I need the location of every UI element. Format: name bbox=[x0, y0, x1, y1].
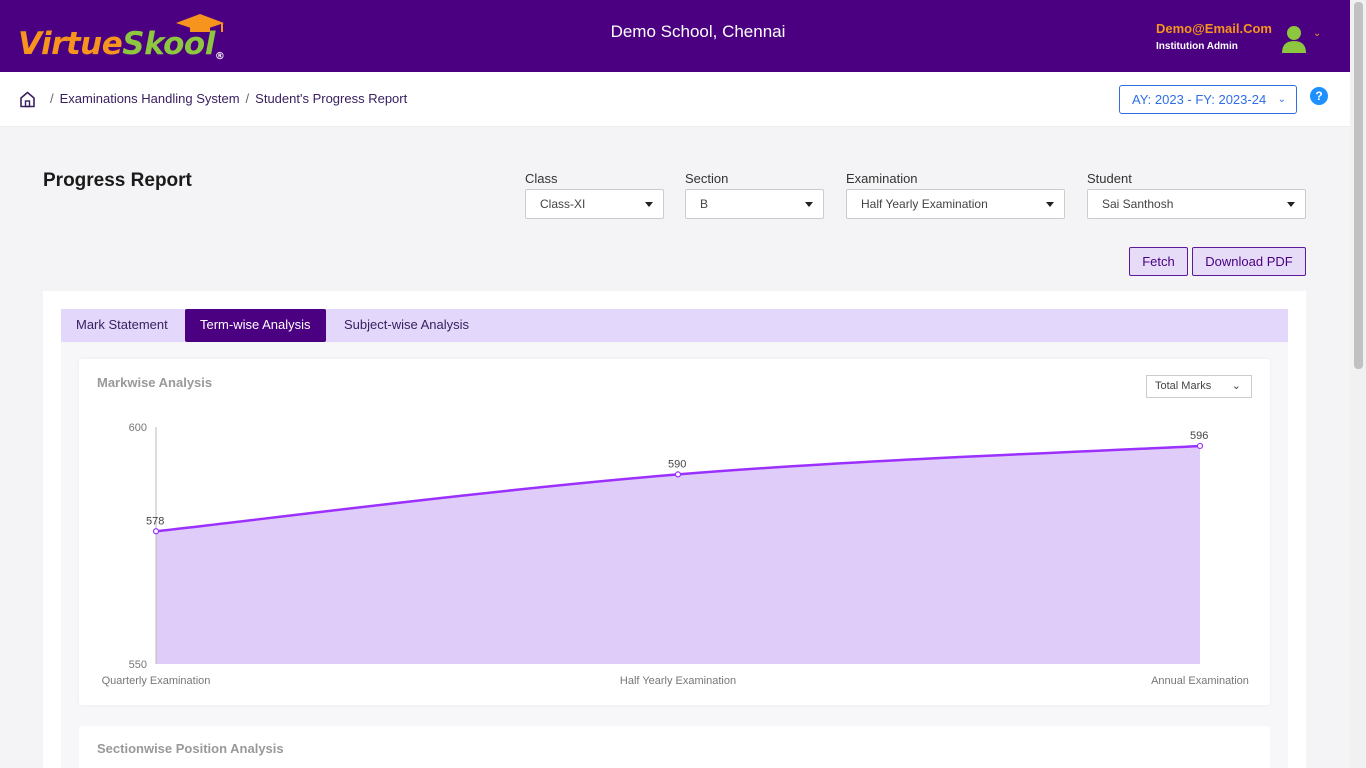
breadcrumb-separator: / bbox=[50, 91, 54, 106]
logo-text: VirtueSkool® bbox=[18, 26, 225, 62]
chevron-down-icon: ⌄ bbox=[1277, 94, 1286, 105]
data-label: 578 bbox=[146, 515, 164, 527]
exam-filter: Examination Half Yearly Examination bbox=[846, 171, 1065, 219]
x-tick-label: Half Yearly Examination bbox=[620, 675, 736, 687]
dropdown-triangle-icon bbox=[645, 202, 653, 207]
sectionwise-chart-card bbox=[79, 726, 1270, 768]
class-label: Class bbox=[525, 171, 558, 186]
breadcrumb-exams-link[interactable]: Examinations Handling System bbox=[59, 91, 240, 106]
dropdown-triangle-icon bbox=[805, 202, 813, 207]
y-tick-label: 550 bbox=[129, 659, 147, 671]
data-point bbox=[674, 471, 682, 478]
download-pdf-button[interactable]: Download PDF bbox=[1192, 247, 1306, 276]
metric-value: Total Marks bbox=[1155, 380, 1212, 392]
scrollbar-thumb[interactable] bbox=[1354, 2, 1363, 369]
tab-mark-statement[interactable]: Mark Statement bbox=[76, 317, 168, 332]
x-tick-label: Quarterly Examination bbox=[102, 675, 211, 687]
student-filter: Student Sai Santhosh bbox=[1087, 171, 1306, 219]
home-icon[interactable] bbox=[19, 91, 36, 108]
chart-title: Markwise Analysis bbox=[97, 375, 213, 390]
class-value: Class-XI bbox=[540, 197, 586, 211]
data-point bbox=[1196, 442, 1204, 450]
exam-value: Half Yearly Examination bbox=[861, 197, 988, 211]
page-scrollbar[interactable] bbox=[1350, 0, 1366, 768]
student-value: Sai Santhosh bbox=[1102, 197, 1174, 211]
logo-skool: Skool bbox=[122, 26, 215, 62]
exam-select[interactable]: Half Yearly Examination bbox=[846, 189, 1065, 219]
logo-registered-mark: ® bbox=[214, 51, 225, 62]
sectionwise-title: Sectionwise Position Analysis bbox=[97, 741, 284, 756]
breadcrumb: / Examinations Handling System / Student's … bbox=[44, 91, 407, 106]
logo-virtue: Virtue bbox=[18, 26, 123, 62]
student-label: Student bbox=[1087, 171, 1132, 186]
chevron-down-icon: ⌄ bbox=[1231, 380, 1241, 392]
dropdown-triangle-icon bbox=[1046, 202, 1054, 207]
section-filter: Section B bbox=[685, 171, 824, 219]
section-value: B bbox=[700, 197, 709, 211]
data-label: 590 bbox=[668, 458, 686, 470]
markwise-area-chart: 578 Quarterly Examination 590 Half Yearly E… bbox=[102, 422, 1249, 687]
x-tick-label: Annual Examination bbox=[1151, 675, 1249, 687]
user-role: Institution Admin bbox=[1156, 41, 1238, 52]
graduation-cap-icon bbox=[176, 14, 224, 32]
academic-year-value: AY: 2023 - FY: 2023-24 bbox=[1132, 92, 1267, 107]
data-point bbox=[152, 528, 160, 535]
top-header: VirtueSkool® Demo School, Chennai Demo@E… bbox=[0, 0, 1350, 72]
academic-year-select[interactable]: AY: 2023 - FY: 2023-24 ⌄ bbox=[1119, 85, 1297, 114]
school-name: Demo School, Chennai bbox=[610, 22, 786, 41]
tab-subject-wise-analysis[interactable]: Subject-wise Analysis bbox=[344, 317, 469, 332]
metric-select[interactable]: Total Marks ⌄ bbox=[1146, 375, 1252, 398]
class-filter: Class Class-XI bbox=[525, 171, 664, 219]
breadcrumb-bar: / Examinations Handling System / Student's … bbox=[0, 72, 1350, 127]
exam-label: Examination bbox=[846, 171, 918, 186]
student-select[interactable]: Sai Santhosh bbox=[1087, 189, 1306, 219]
fetch-button[interactable]: Fetch bbox=[1129, 247, 1188, 276]
area-fill bbox=[156, 445, 1200, 664]
dropdown-triangle-icon bbox=[1287, 202, 1295, 207]
report-tabs: Mark Statement Term-wise Analysis Subjec… bbox=[61, 309, 1288, 342]
data-label: 596 bbox=[1190, 430, 1208, 442]
user-avatar-icon[interactable] bbox=[1281, 25, 1307, 53]
section-select[interactable]: B bbox=[685, 189, 824, 219]
page-title: Progress Report bbox=[43, 170, 192, 191]
breadcrumb-current: Student's Progress Report bbox=[255, 91, 408, 106]
help-icon[interactable]: ? bbox=[1310, 87, 1328, 105]
user-email[interactable]: Demo@Email.Com bbox=[1156, 21, 1272, 36]
user-menu-chevron-icon[interactable]: ⌄ bbox=[1313, 28, 1322, 39]
tab-term-wise-analysis[interactable]: Term-wise Analysis bbox=[185, 309, 326, 342]
breadcrumb-separator: / bbox=[245, 91, 250, 106]
section-label: Section bbox=[685, 171, 729, 186]
y-tick-label: 600 bbox=[129, 422, 147, 434]
class-select[interactable]: Class-XI bbox=[525, 189, 664, 219]
